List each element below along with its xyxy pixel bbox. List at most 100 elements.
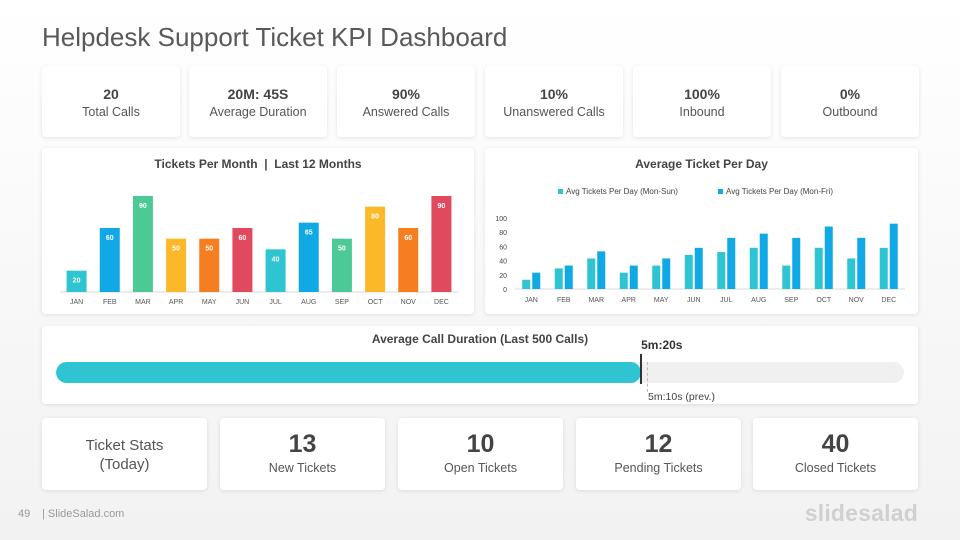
- bar-feb-series-1: [554, 268, 563, 289]
- data-label: 20: [73, 278, 81, 285]
- tick-label: JUN: [236, 299, 250, 306]
- bar-may-series-2: [662, 258, 671, 289]
- tick-label: FEB: [103, 299, 117, 306]
- average-ticket-per-day-chart: Average Ticket Per Day Avg Tickets Per D…: [485, 148, 918, 314]
- kpi-unanswered-calls: 10% Unanswered Calls: [485, 66, 623, 137]
- kpi-label: Average Duration: [209, 105, 307, 119]
- current-duration-label: 5m:20s: [641, 338, 683, 352]
- bar-mar: [132, 196, 153, 292]
- y-tick-label: 100: [495, 216, 507, 223]
- kpi-value: 90%: [391, 86, 421, 102]
- bar-oct-series-2: [824, 226, 833, 289]
- kpi-label: Unanswered Calls: [503, 105, 605, 119]
- previous-duration-label: 5m:10s (prev.): [648, 391, 715, 403]
- kpi-average-duration: 20M: 45S Average Duration: [189, 66, 327, 137]
- tick-label: OCT: [816, 297, 832, 304]
- stat-label: Open Tickets: [444, 461, 517, 475]
- kpi-label: Outbound: [822, 105, 878, 119]
- bar-aug-series-1: [749, 247, 758, 289]
- tickets-per-month-chart: Tickets Per Month | Last 12 Months 20 JAN…: [42, 148, 474, 314]
- tick-label: OCT: [368, 299, 384, 306]
- bar-may: [199, 238, 220, 292]
- bar-aug-series-2: [759, 233, 768, 289]
- tick-label: AUG: [301, 299, 316, 306]
- bar-feb-series-2: [564, 265, 573, 289]
- tick-label: NOV: [849, 297, 865, 304]
- kpi-label: Answered Calls: [362, 105, 450, 119]
- tick-label: JUL: [269, 299, 282, 306]
- bar-mar-series-1: [587, 258, 596, 289]
- tick-label: MAR: [135, 299, 151, 306]
- bar-jul-series-1: [717, 252, 726, 289]
- kpi-value: 20: [103, 86, 119, 102]
- legend-entry: Avg Tickets Per Day (Mon-Sun): [566, 187, 678, 196]
- y-tick-label: 20: [499, 273, 507, 280]
- data-label: 90: [139, 203, 147, 210]
- tick-label: SEP: [335, 299, 349, 306]
- data-label: 60: [106, 235, 114, 242]
- tick-label: DEC: [881, 297, 896, 304]
- brand-logo: slidesalad: [804, 500, 918, 526]
- kpi-value: 0%: [839, 86, 861, 102]
- current-duration-marker: [640, 354, 643, 384]
- stat-value: 12: [644, 430, 673, 458]
- bar-jul: [265, 249, 286, 292]
- data-label: 90: [438, 203, 446, 210]
- tick-label: MAR: [588, 297, 604, 304]
- legend-swatch: [558, 189, 563, 194]
- stat-new-tickets: 13 New Tickets: [220, 418, 385, 490]
- tick-label: APR: [622, 297, 636, 304]
- bar-jun-series-1: [684, 254, 693, 289]
- tick-label: JUN: [687, 297, 701, 304]
- bar-apr: [166, 238, 187, 292]
- kpi-value: 100%: [684, 86, 720, 102]
- legend-swatch: [718, 189, 723, 194]
- duration-fill: [56, 362, 642, 383]
- data-label: 60: [404, 235, 412, 242]
- tick-label: AUG: [751, 297, 766, 304]
- y-tick-label: 40: [499, 259, 507, 266]
- bar-feb: [99, 228, 120, 292]
- ticket-stats-heading-line2: (Today): [99, 456, 150, 473]
- y-tick-label: 0: [503, 287, 507, 294]
- y-tick-label: 80: [499, 230, 507, 237]
- tick-label: APR: [169, 299, 183, 306]
- bar-sep-series-2: [792, 237, 801, 289]
- bar-jan-series-2: [532, 272, 541, 289]
- bar-nov-series-2: [857, 237, 866, 289]
- tick-label: MAY: [654, 297, 669, 304]
- chart-title: Average Ticket Per Day: [635, 157, 768, 171]
- kpi-answered-calls: 90% Answered Calls: [337, 66, 475, 137]
- data-label: 40: [272, 256, 280, 263]
- average-call-duration-card: Average Call Duration (Last 500 Calls) 5…: [42, 326, 918, 404]
- kpi-inbound: 100% Inbound: [633, 66, 771, 137]
- bar-jan-series-1: [522, 279, 531, 289]
- bar-apr-series-2: [629, 265, 638, 289]
- bar-jun: [232, 228, 253, 292]
- tick-label: JUL: [720, 297, 733, 304]
- previous-duration-marker: [647, 362, 649, 392]
- tick-label: FEB: [557, 297, 571, 304]
- bar-sep-series-1: [782, 265, 791, 289]
- data-label: 50: [205, 246, 213, 253]
- data-label: 50: [172, 246, 180, 253]
- stat-value: 10: [466, 430, 495, 458]
- stat-label: New Tickets: [268, 461, 337, 475]
- bar-aug: [298, 222, 319, 292]
- data-label: 50: [338, 246, 346, 253]
- stat-pending-tickets: 12 Pending Tickets: [576, 418, 741, 490]
- tickets-per-month-plot: 20 JAN 60 FEB 90 MAR 50 APR 50 MAY 60 JUN 40 JUL 65 AUG…: [60, 196, 458, 306]
- tick-label: JAN: [525, 297, 538, 304]
- stat-closed-tickets: 40 Closed Tickets: [753, 418, 918, 490]
- tick-label: SEP: [784, 297, 798, 304]
- duration-title: Average Call Duration (Last 500 Calls): [371, 332, 589, 346]
- bar-mar-series-2: [597, 251, 606, 289]
- bar-may-series-1: [652, 265, 661, 289]
- tick-label: NOV: [401, 299, 417, 306]
- stat-value: 13: [288, 430, 317, 458]
- bar-dec-series-2: [889, 223, 898, 289]
- y-tick-label: 60: [499, 244, 507, 251]
- legend-entry: Avg Tickets Per Day (Mon-Fri): [726, 187, 833, 196]
- tick-label: MAY: [202, 299, 217, 306]
- bar-apr-series-1: [619, 272, 628, 289]
